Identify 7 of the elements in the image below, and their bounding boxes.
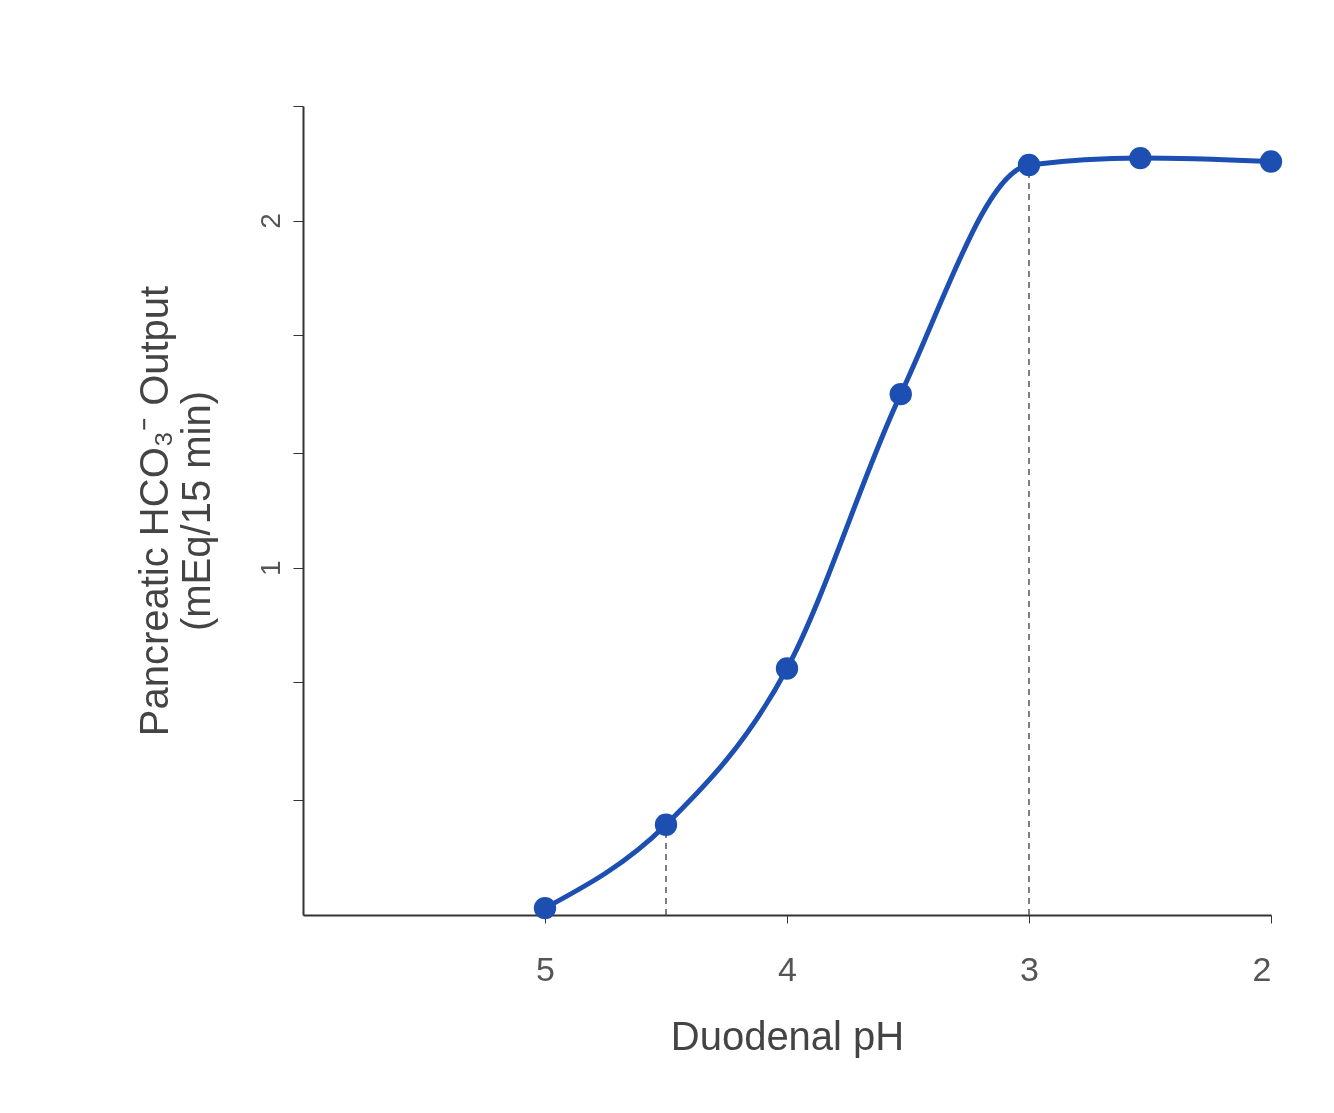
x-tick-label: 5 <box>536 949 555 988</box>
y-axis-title: Pancreatic HCO₃⁻ Output (mEq/15 min) <box>131 285 218 737</box>
x-tick-label: 3 <box>1020 949 1039 988</box>
x-tick-label: 4 <box>778 949 797 988</box>
y-tick-label: 1 <box>254 560 286 577</box>
x-axis-title: Duodenal pH <box>670 1013 905 1058</box>
x-tick-label: 2 <box>1252 949 1272 988</box>
